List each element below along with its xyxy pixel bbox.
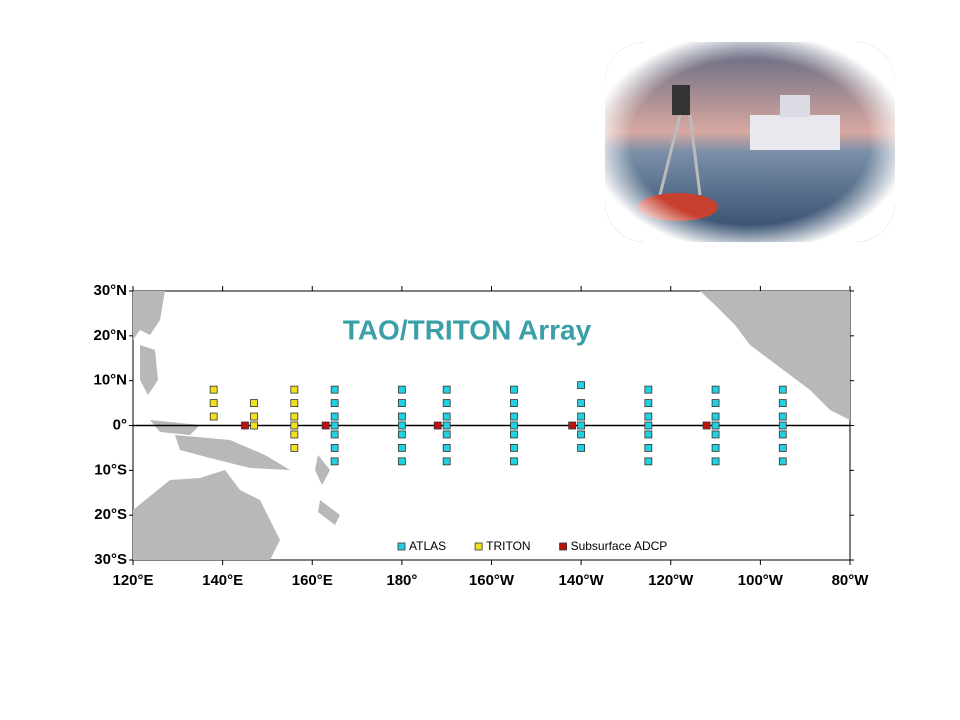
station-marker [397,430,406,439]
station-marker [778,444,787,452]
legend-label: Subsurface ADCP [571,539,668,553]
legend-swatch [474,542,483,551]
station-marker [644,430,653,439]
station-marker [250,421,258,430]
station-marker [330,430,339,439]
y-tick-label: 20°S [94,506,127,523]
station-marker [433,421,442,430]
y-tick-label: 0° [113,416,127,433]
station-marker [290,444,299,452]
station-marker [442,421,451,430]
station-marker [577,421,586,430]
x-tick-label: 180° [386,572,417,589]
station-marker [778,430,787,439]
y-tick-label: 30°S [94,551,127,568]
station-marker [330,444,339,452]
x-tick-label: 140°E [202,572,243,589]
legend-swatch [397,542,406,551]
station-marker [290,385,299,394]
station-marker [711,399,720,407]
station-marker [250,399,258,407]
station-marker [778,421,787,430]
station-marker [209,412,218,421]
station-marker [711,444,720,452]
station-marker [397,399,406,407]
station-marker [577,412,586,421]
x-tick-label: 80°W [832,572,870,589]
station-marker [330,412,339,421]
station-marker [644,412,653,421]
station-marker [442,457,451,466]
station-marker [644,399,653,407]
station-marker [711,421,720,430]
station-marker [778,457,787,466]
station-marker [644,457,653,466]
legend-label: ATLAS [409,539,446,553]
y-tick-label: 20°N [93,327,127,344]
station-marker [711,430,720,439]
station-marker [711,457,720,466]
y-tick-label: 10°N [93,372,127,389]
station-marker [442,385,451,394]
station-marker [702,421,711,430]
station-marker [330,457,339,466]
station-marker [778,412,787,421]
legend-swatch [559,542,567,551]
x-tick-label: 160°E [292,572,333,589]
land [133,291,850,560]
station-marker [510,444,518,452]
station-marker [209,385,218,394]
chart-title: TAO/TRITON Array [343,314,592,345]
station-marker [778,385,787,394]
station-marker [241,421,249,430]
station-marker [321,421,330,430]
station-marker [442,412,451,421]
station-marker [510,412,518,421]
station-marker [577,444,586,452]
photo [605,42,895,242]
x-tick-label: 140°W [559,572,605,589]
station-marker [330,385,339,394]
station-marker [290,399,299,407]
station-marker [397,421,406,430]
legend-label: TRITON [486,539,530,553]
station-marker [442,430,451,439]
station-marker [250,412,258,421]
station-marker [510,385,518,394]
station-marker [330,421,339,430]
x-tick-label: 120°E [112,572,153,589]
station-marker [568,421,577,430]
station-marker [577,381,586,390]
station-marker [577,430,586,439]
station-marker [711,412,720,421]
station-marker [510,399,518,407]
x-tick-label: 160°W [469,572,515,589]
station-marker [510,457,518,466]
station-marker [397,412,406,421]
y-tick-label: 10°S [94,461,127,478]
station-marker [397,444,406,452]
station-marker [510,430,518,439]
station-marker [778,399,787,407]
station-marker [397,457,406,466]
station-marker [510,421,518,430]
station-marker [644,421,653,430]
station-marker [644,444,653,452]
station-marker [442,444,451,452]
station-marker [442,399,451,407]
station-marker [644,385,653,394]
station-marker [577,399,586,407]
station-marker [290,430,299,439]
station-marker [290,421,299,430]
station-marker [397,385,406,394]
station-marker [290,412,299,421]
x-tick-label: 120°W [648,572,694,589]
station-marker [330,399,339,407]
station-marker [711,385,720,394]
station-marker [209,399,218,407]
y-tick-label: 30°N [93,282,127,299]
x-tick-label: 100°W [738,572,784,589]
